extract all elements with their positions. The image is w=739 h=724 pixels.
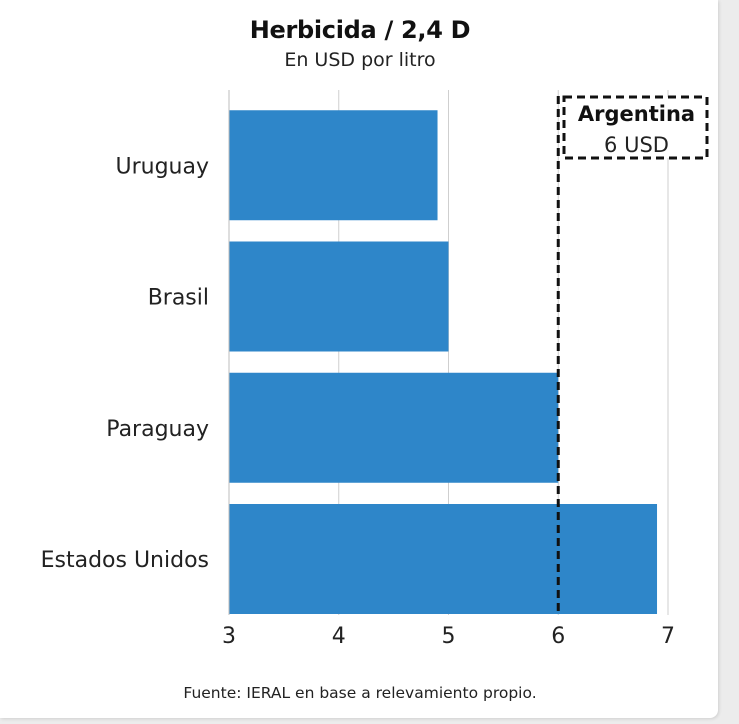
category-label: Estados Unidos [41,548,209,573]
chart-subtitle: En USD por litro [284,49,436,71]
category-label: Brasil [148,286,209,311]
reference-label-title: Argentina [578,102,695,126]
reference-label-value: 6 USD [604,133,669,157]
reference-label-box [562,95,709,160]
x-tick-label: 3 [222,624,236,649]
x-tick-label: 4 [332,624,346,649]
bar-paraguay [229,372,559,483]
bar-estados-unidos [229,504,658,614]
x-tick-label: 5 [442,624,456,649]
category-label: Paraguay [106,417,209,442]
chart-title: Herbicida / 2,4 D [249,16,471,44]
x-tick-label: 6 [551,624,565,649]
chart-card: Herbicida / 2,4 D En USD por litro Urugu… [0,0,718,718]
chart-source: Fuente: IERAL en base a relevamiento pro… [183,684,537,702]
x-tick-label: 7 [661,624,675,649]
bar-brasil [229,241,449,352]
bar-uruguay [229,110,438,221]
category-label: Uruguay [116,154,210,179]
